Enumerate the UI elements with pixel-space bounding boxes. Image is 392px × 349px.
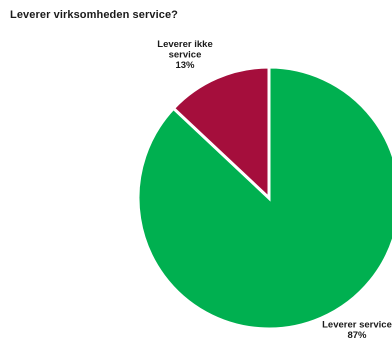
pie-slice-1: [136, 65, 392, 331]
slice-value-label: 87%: [347, 330, 367, 341]
pie-slices: [136, 65, 392, 331]
chart-title: Leverer virksomheden service?: [10, 9, 178, 21]
slice-value-label: 13%: [175, 60, 195, 71]
slice-category-label: Leverer service: [322, 320, 392, 331]
slice-label-1: Leverer service 87%: [322, 320, 392, 342]
slice-label-2: Leverer ikke service 13%: [157, 39, 212, 71]
pie-slice-2: [171, 65, 271, 202]
slice-category-label: Leverer ikke: [157, 39, 212, 50]
pie-labels: Leverer service 87% Leverer ikke service 13%: [157, 39, 392, 341]
slice-category-label: service: [169, 50, 202, 61]
